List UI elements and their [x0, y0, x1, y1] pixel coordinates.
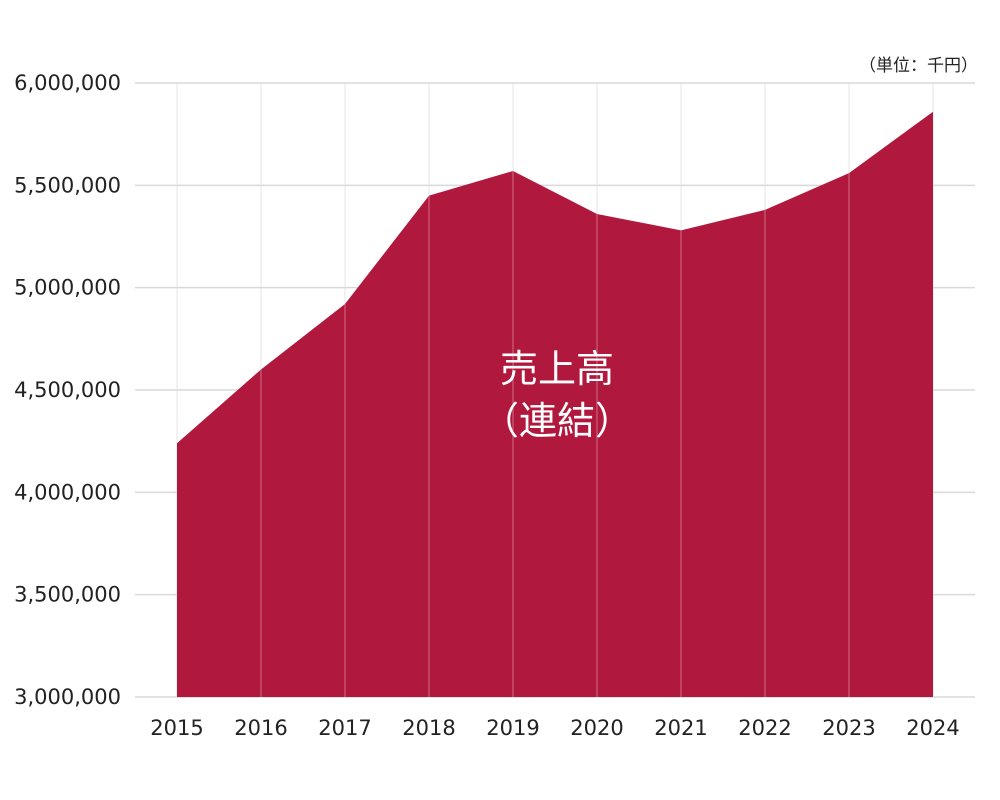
- sales-area: [177, 111, 933, 697]
- x-tick-label: 2015: [150, 716, 203, 740]
- x-tick-label: 2023: [822, 716, 875, 740]
- x-tick-label: 2018: [402, 716, 455, 740]
- y-tick-label: 3,000,000: [14, 685, 121, 709]
- y-tick-label: 3,500,000: [14, 583, 121, 607]
- x-tick-label: 2021: [654, 716, 707, 740]
- y-tick-label: 6,000,000: [14, 71, 121, 95]
- y-tick-label: 5,000,000: [14, 276, 121, 300]
- x-tick-label: 2020: [570, 716, 623, 740]
- y-tick-label: 5,500,000: [14, 173, 121, 197]
- unit-label: （単位：千円）: [859, 56, 978, 76]
- x-tick-label: 2022: [738, 716, 791, 740]
- x-tick-label: 2019: [486, 716, 539, 740]
- series-label-line1: 売上高: [500, 347, 614, 391]
- x-tick-label: 2024: [906, 716, 959, 740]
- series-label-line2: （連結）: [481, 399, 633, 443]
- y-tick-label: 4,000,000: [14, 480, 121, 504]
- y-tick-label: 4,500,000: [14, 378, 121, 402]
- x-tick-label: 2016: [234, 716, 287, 740]
- area-inner-lines: [260, 171, 850, 697]
- x-tick-label: 2017: [318, 716, 371, 740]
- y-axis-ticks: 3,000,000 3,500,000 4,000,000 4,500,000 5,00…: [14, 71, 121, 709]
- x-axis-ticks: 2015 2016 2017 2018 2019 2020 2021 2022 2023 2024: [150, 716, 959, 740]
